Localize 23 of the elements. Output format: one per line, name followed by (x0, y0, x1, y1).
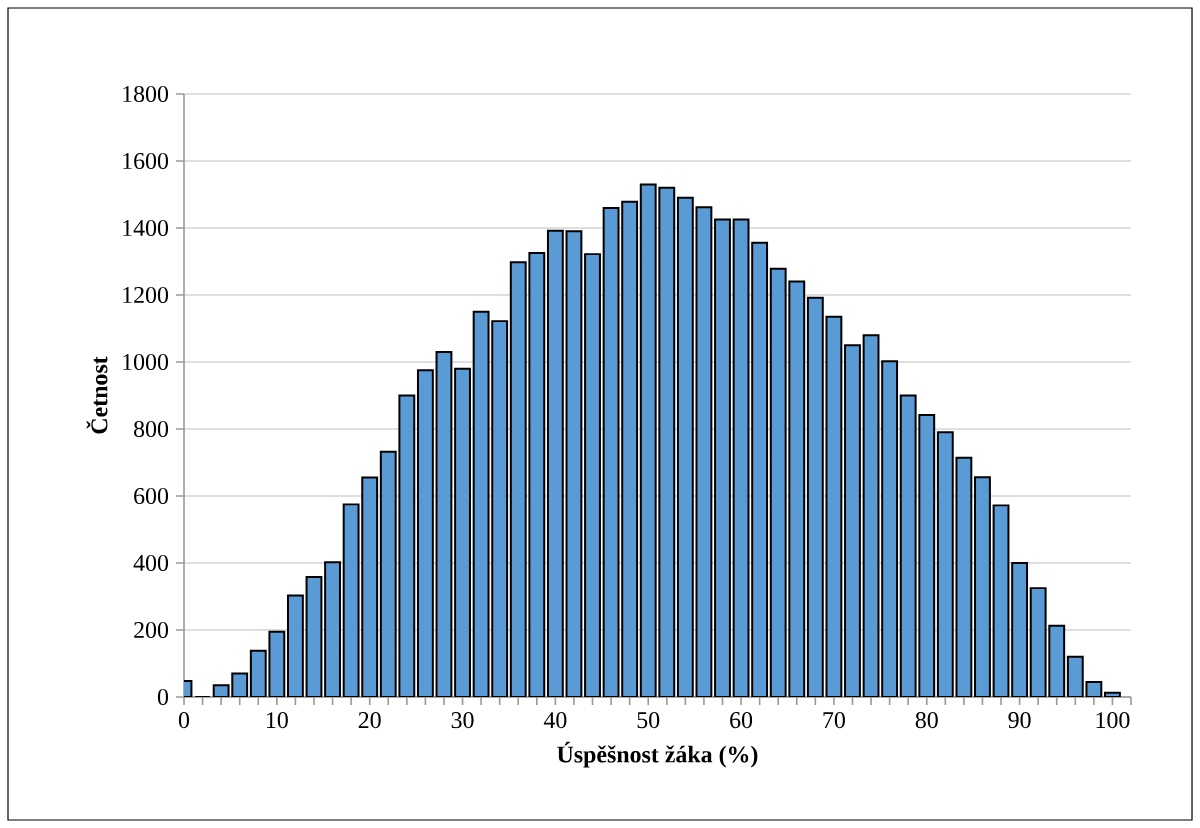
y-tick-label: 1800 (123, 85, 169, 103)
y-tick-label: 1000 (123, 353, 169, 371)
y-tick-label: 400 (133, 554, 169, 572)
x-tick-label: 40 (543, 712, 567, 729)
x-tick-label: 10 (266, 712, 288, 729)
y-tick-label: 800 (134, 420, 169, 438)
y-axis-title: Četnost (86, 356, 108, 434)
x-tick-label: 50 (637, 712, 660, 729)
x-tick-label: 30 (451, 712, 474, 729)
y-tick-label: 600 (134, 487, 169, 505)
x-tick-label: 20 (358, 712, 381, 729)
y-tick-label: 0 (157, 688, 169, 706)
y-tick-label: 1400 (123, 219, 169, 237)
y-tick-label: 200 (134, 621, 169, 639)
x-tick-label: 80 (915, 712, 938, 729)
y-tick-label: 1200 (123, 286, 169, 304)
y-tick-label: 1600 (123, 152, 169, 170)
x-tick-label: 90 (1008, 712, 1031, 729)
x-tick-label: 70 (823, 712, 845, 729)
x-axis-title: Úspěšnost žáka (%) (557, 741, 758, 768)
x-tick-label: 0 (178, 712, 190, 729)
x-tick-label: 60 (730, 712, 753, 729)
x-tick-label: 100 (1096, 712, 1130, 729)
